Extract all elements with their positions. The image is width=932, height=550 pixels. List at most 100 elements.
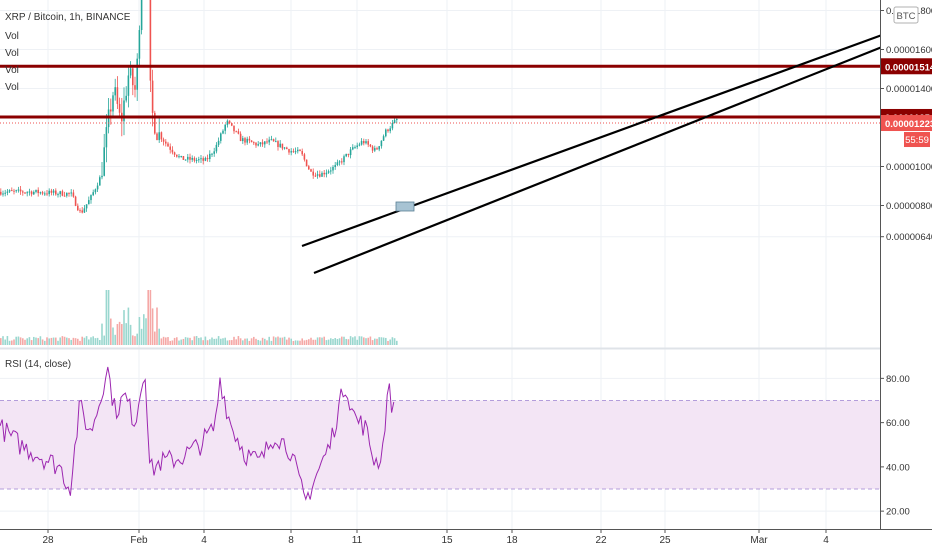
volume-bar-32 <box>70 339 72 345</box>
volume-indicator-label-2: Vol <box>5 65 19 76</box>
candle-body-172 <box>378 146 380 150</box>
candle-body-40 <box>88 200 90 205</box>
volume-bar-132 <box>290 338 292 345</box>
time-tick-label-4: 11 <box>352 535 363 546</box>
candle-body-98 <box>215 144 218 152</box>
candle-body-78 <box>171 149 174 153</box>
candle-body-129 <box>283 147 286 149</box>
trend-line-lower[interactable] <box>313 45 883 275</box>
volume-bar-96 <box>211 337 213 345</box>
price-badge-0 <box>881 58 932 75</box>
volume-bar-69 <box>151 308 154 345</box>
candle-body-100 <box>220 133 222 141</box>
candle-body-156 <box>343 156 345 163</box>
candle-body-114 <box>250 140 253 143</box>
candle-body-11 <box>24 192 26 194</box>
candle-body-125 <box>275 141 277 143</box>
candle-body-15 <box>33 191 35 195</box>
volume-bar-56 <box>123 310 125 345</box>
candle-body-28 <box>61 191 64 196</box>
volume-bar-49 <box>107 290 110 345</box>
volume-bar-65 <box>143 314 145 345</box>
volume-bar-55 <box>121 324 123 345</box>
volume-bar-137 <box>301 338 303 345</box>
candle-body-25 <box>55 190 57 195</box>
candle-body-116 <box>255 142 257 146</box>
volume-bar-172 <box>378 337 380 345</box>
candle-body-102 <box>224 124 226 131</box>
volume-bar-73 <box>160 338 163 345</box>
candle-body-143 <box>314 175 317 177</box>
price-tick-label-6: 0.00001000 <box>886 162 932 173</box>
target-box[interactable] <box>395 201 415 212</box>
volume-bar-30 <box>66 337 68 345</box>
candle-body-112 <box>246 138 248 143</box>
candle-body-93 <box>204 158 207 161</box>
candle-body-45 <box>99 177 101 186</box>
candle-body-85 <box>187 156 189 160</box>
candle-body-47 <box>103 147 105 176</box>
volume-bar-52 <box>114 334 116 345</box>
rsi-tick-label-2: 40.00 <box>886 462 910 473</box>
candle-body-72 <box>158 132 160 141</box>
volume-bar-70 <box>154 331 156 345</box>
volume-bar-11 <box>24 339 26 345</box>
candle-body-52 <box>114 87 116 96</box>
volume-bar-24 <box>52 337 55 345</box>
candle-body-88 <box>193 157 196 161</box>
volume-bar-142 <box>312 339 314 345</box>
volume-bar-163 <box>358 336 361 345</box>
price-axis: 0.000024000.000022000.000020000.00001800… <box>880 0 932 529</box>
rsi-band-fill <box>0 400 880 490</box>
candle-body-180 <box>396 119 398 121</box>
currency-badge[interactable] <box>893 6 919 24</box>
volume-bar-159 <box>349 336 352 345</box>
volume-bar-58 <box>127 307 130 345</box>
candle-body-75 <box>165 141 167 144</box>
volume-bar-20 <box>44 340 46 345</box>
volume-bar-68 <box>149 290 152 345</box>
volume-bar-165 <box>363 337 365 345</box>
candle-body-166 <box>365 141 367 144</box>
candle-body-86 <box>189 156 191 160</box>
volume-bar-36 <box>79 340 81 345</box>
volume-bar-21 <box>46 337 48 345</box>
volume-bar-74 <box>162 336 165 345</box>
candle-body-68 <box>149 0 152 81</box>
volume-bar-113 <box>248 340 251 345</box>
candle-body-20 <box>44 193 46 195</box>
volume-bar-108 <box>237 336 240 345</box>
volume-bar-34 <box>74 338 77 345</box>
candle-body-177 <box>389 128 391 132</box>
volume-bar-38 <box>83 337 86 345</box>
volume-bar-47 <box>103 335 105 345</box>
volume-bar-168 <box>369 336 372 345</box>
volume-bar-64 <box>140 328 143 345</box>
volume-bar-153 <box>336 338 339 345</box>
candle-body-96 <box>211 153 213 155</box>
volume-bar-141 <box>310 337 312 345</box>
rsi-line <box>0 366 395 501</box>
volume-bar-67 <box>147 290 149 345</box>
candle-body-131 <box>288 149 290 153</box>
volume-bar-91 <box>200 337 202 345</box>
volume-bar-149 <box>327 339 330 345</box>
candle-body-123 <box>270 139 273 141</box>
candle-body-133 <box>292 151 295 153</box>
volume-bar-161 <box>354 336 356 345</box>
volume-bar-173 <box>380 337 383 345</box>
candle-body-176 <box>387 129 389 132</box>
candle-body-141 <box>310 169 312 172</box>
candle-body-142 <box>312 171 314 176</box>
candle-body-41 <box>90 195 92 201</box>
candle-body-122 <box>268 139 270 143</box>
candle-body-50 <box>110 109 112 112</box>
volume-bar-89 <box>195 336 198 345</box>
volume-bar-134 <box>294 340 297 345</box>
candle-body-77 <box>169 146 171 150</box>
time-tick-label-2: 4 <box>201 535 207 546</box>
candle-body-82 <box>180 156 182 158</box>
volume-bar-19 <box>41 339 44 345</box>
